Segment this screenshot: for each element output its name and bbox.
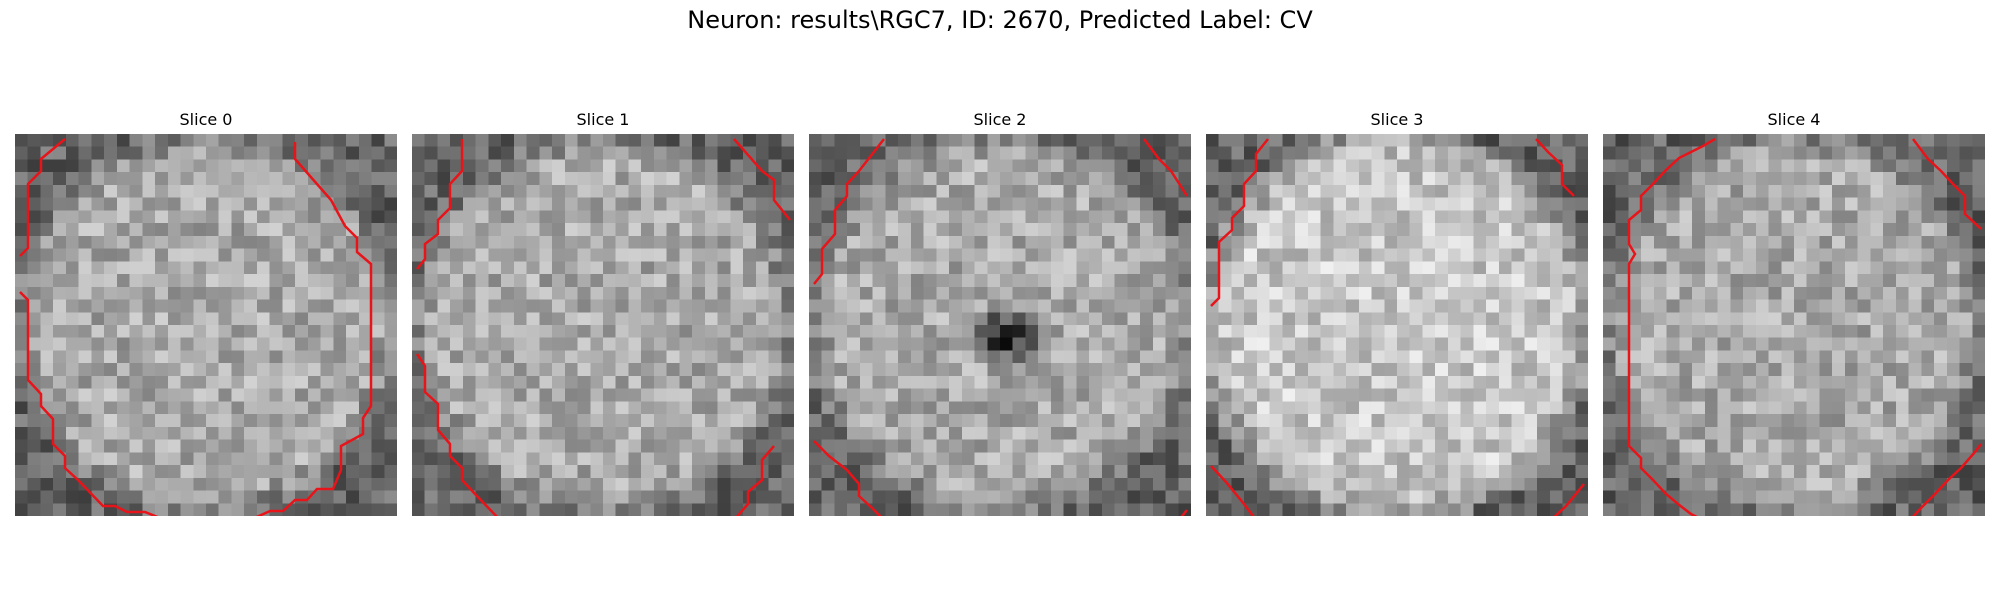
slice-title-4: Slice 4 (1767, 110, 1821, 129)
slice-image-4 (1603, 134, 1985, 516)
roi-contour-1 (415, 138, 791, 516)
grayscale-heatmap-4 (1603, 134, 1985, 516)
slice-panel-0: Slice 0 (15, 110, 397, 516)
slice-image-2 (809, 134, 1191, 516)
roi-contour-0 (19, 138, 373, 516)
roi-contour-4 (1627, 137, 1982, 516)
grayscale-heatmap-1 (412, 134, 794, 516)
slice-panel-2: Slice 2 (809, 110, 1191, 516)
figure-title: Neuron: results\RGC7, ID: 2670, Predicte… (687, 6, 1313, 34)
grayscale-heatmap-2 (809, 134, 1191, 516)
slice-image-0 (15, 134, 397, 516)
slice-image-3 (1206, 134, 1588, 516)
slice-title-3: Slice 3 (1370, 110, 1424, 129)
slice-panel-1: Slice 1 (412, 110, 794, 516)
roi-contour-3 (1210, 138, 1585, 516)
slice-panel-4: Slice 4 (1603, 110, 1985, 516)
slice-title-2: Slice 2 (973, 110, 1027, 129)
slice-title-0: Slice 0 (179, 110, 233, 129)
grayscale-heatmap-3 (1206, 134, 1588, 516)
grayscale-heatmap-0 (15, 134, 397, 516)
slice-title-1: Slice 1 (576, 110, 630, 129)
slice-panel-3: Slice 3 (1206, 110, 1588, 516)
slice-image-1 (412, 134, 794, 516)
roi-contour-2 (813, 138, 1189, 516)
